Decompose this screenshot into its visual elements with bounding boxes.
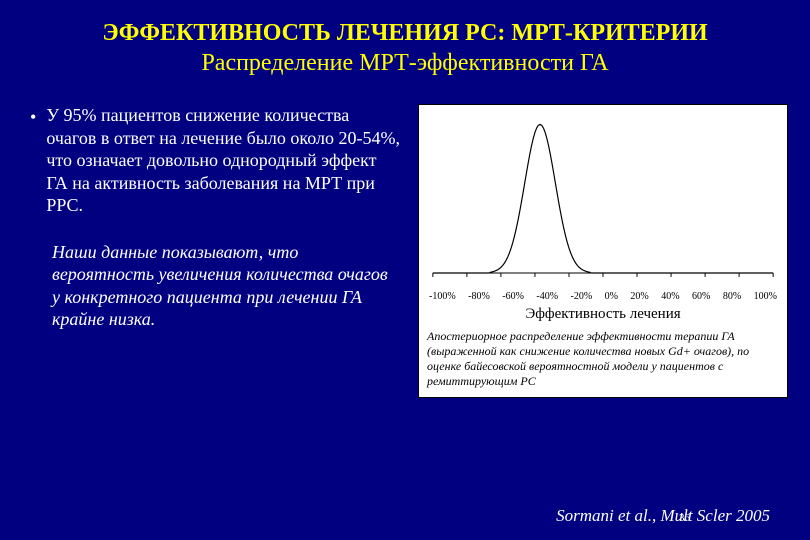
distribution-chart	[427, 111, 779, 291]
bullet-dot-icon: •	[30, 104, 36, 217]
chart-xtick-labels: -100% -80% -60% -40% -20% 0% 20% 40% 60% 80% 100%	[427, 291, 779, 302]
italic-paragraph: Наши данные показывают, что вероятность …	[30, 241, 400, 331]
slide-title: ЭФФЕКТИВНОСТЬ ЛЕЧЕНИЯ РС: МРТ-КРИТЕРИИ	[30, 18, 780, 48]
xtick-label: -60%	[502, 291, 524, 302]
xtick-label: 100%	[754, 291, 777, 302]
xtick-label: -40%	[536, 291, 558, 302]
slide: ЭФФЕКТИВНОСТЬ ЛЕЧЕНИЯ РС: МРТ-КРИТЕРИИ Р…	[0, 0, 810, 540]
xtick-label: 80%	[723, 291, 741, 302]
xtick-label: 60%	[692, 291, 710, 302]
chart-caption: Апостериорное распределение эффективност…	[427, 329, 779, 389]
xtick-label: -80%	[468, 291, 490, 302]
slide-body: • У 95% пациентов снижение количества оч…	[30, 104, 780, 398]
slide-subtitle: Распределение МРТ-эффективности ГА	[30, 48, 780, 78]
chart-xlabel: Эффективность лечения	[427, 306, 779, 323]
slide-number: 36	[679, 512, 690, 524]
xtick-label: -20%	[571, 291, 593, 302]
left-column: • У 95% пациентов снижение количества оч…	[30, 104, 400, 398]
bullet-text: У 95% пациентов снижение количества очаг…	[46, 104, 400, 217]
bullet-item: • У 95% пациентов снижение количества оч…	[30, 104, 400, 217]
chart-panel: -100%-80%-60%-40%-20%0%20%40%60%80%100% …	[418, 104, 788, 398]
xtick-label: 0%	[605, 291, 618, 302]
citation: Sormani et al., Mult Scler 2005	[556, 506, 770, 526]
xtick-label: 40%	[661, 291, 679, 302]
right-column: -100%-80%-60%-40%-20%0%20%40%60%80%100% …	[418, 104, 788, 398]
xtick-label: -100%	[429, 291, 456, 302]
xtick-label: 20%	[630, 291, 648, 302]
